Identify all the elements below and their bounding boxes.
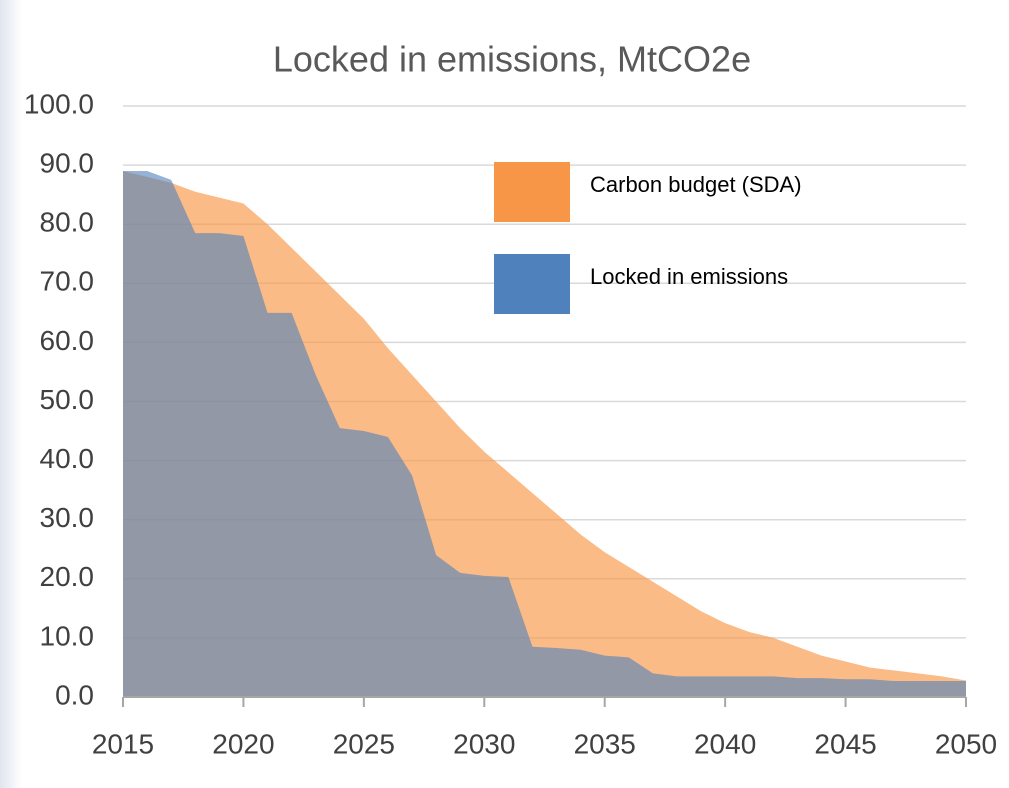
y-tick-label: 60.0: [40, 325, 95, 356]
y-tick-label: 0.0: [55, 679, 94, 710]
y-tick-label: 80.0: [40, 207, 95, 238]
chart-title: Locked in emissions, MtCO2e: [273, 39, 751, 80]
legend-swatch: [494, 254, 570, 314]
y-tick-label: 100.0: [24, 88, 94, 119]
legend-swatch: [494, 162, 570, 222]
legend-label: Carbon budget (SDA): [590, 172, 802, 197]
y-tick-label: 70.0: [40, 266, 95, 297]
y-tick-label: 40.0: [40, 443, 95, 474]
y-tick-label: 30.0: [40, 502, 95, 533]
y-tick-label: 10.0: [40, 620, 95, 651]
y-tick-label: 50.0: [40, 384, 95, 415]
area: [123, 171, 966, 697]
y-tick-label: 90.0: [40, 147, 95, 178]
x-tick-label: 2050: [935, 728, 997, 759]
x-tick-label: 2015: [92, 728, 154, 759]
x-tick-label: 2020: [212, 728, 274, 759]
x-tick-label: 2035: [574, 728, 636, 759]
background-edge: [0, 0, 22, 788]
x-tick-label: 2025: [333, 728, 395, 759]
y-tick-label: 20.0: [40, 561, 95, 592]
x-tick-label: 2040: [694, 728, 756, 759]
x-tick-label: 2030: [453, 728, 515, 759]
legend-label: Locked in emissions: [590, 264, 788, 289]
x-tick-label: 2045: [814, 728, 876, 759]
